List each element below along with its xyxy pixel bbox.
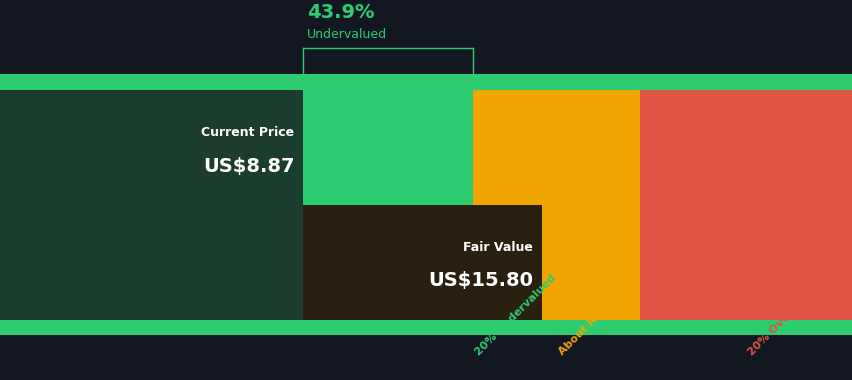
Text: Fair Value: Fair Value [463,241,532,254]
Text: Current Price: Current Price [201,126,294,139]
Text: Undervalued: Undervalued [307,28,387,41]
Bar [0,205,473,320]
Text: US$8.87: US$8.87 [203,157,294,176]
Bar [0,74,473,335]
Text: 20% Overvalued: 20% Overvalued [746,278,825,357]
Bar [0,320,852,335]
Text: 20% Undervalued: 20% Undervalued [473,272,557,357]
Bar [639,74,852,335]
Bar [473,74,639,335]
Bar [302,205,541,320]
Text: About Right: About Right [556,298,615,357]
Text: US$15.80: US$15.80 [428,271,532,290]
Text: 43.9%: 43.9% [307,3,374,22]
Bar [0,74,852,90]
Bar [0,90,302,205]
